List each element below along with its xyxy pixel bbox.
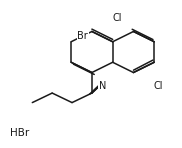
Text: Cl: Cl — [154, 81, 163, 91]
Text: Cl: Cl — [112, 13, 122, 22]
Text: N: N — [99, 81, 106, 91]
Text: HBr: HBr — [10, 128, 29, 138]
Text: Br: Br — [78, 31, 88, 41]
